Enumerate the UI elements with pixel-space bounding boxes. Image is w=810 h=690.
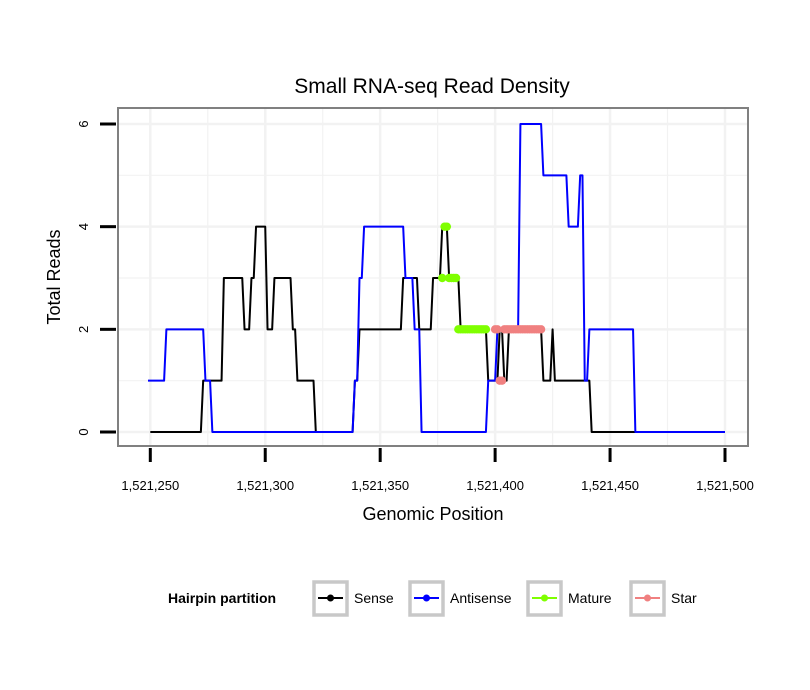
legend-item-sense: Sense [312, 580, 394, 617]
x-tick-label: 1,521,450 [581, 478, 639, 493]
x-tick-label: 1,521,500 [696, 478, 754, 493]
legend-item-mature: Mature [526, 580, 612, 617]
legend: Hairpin partition Sense Antisense Mature St… [168, 580, 697, 617]
series-line-sense [150, 225, 725, 433]
legend-item-antisense: Antisense [408, 580, 512, 617]
x-axis-title: Genomic Position [362, 504, 503, 524]
x-tick-label: 1,521,350 [351, 478, 409, 493]
legend-title: Hairpin partition [168, 590, 276, 606]
plot-border [117, 107, 749, 447]
x-tick-label: 1,521,300 [236, 478, 294, 493]
legend-label-antisense: Antisense [450, 590, 512, 606]
data-point-mature [451, 273, 461, 283]
chart-title: Small RNA-seq Read Density [294, 75, 570, 98]
legend-item-star: Star [629, 580, 697, 617]
legend-key-dot [327, 594, 334, 602]
y-tick-label: 2 [76, 326, 91, 333]
series-points-star [490, 325, 546, 385]
x-axis-ticks: 1,521,250 1,521,300 1,521,350 1,521,400 1,52… [121, 448, 754, 493]
series-line-antisense [148, 123, 725, 433]
grid [118, 108, 748, 446]
x-tick-label: 1,521,400 [466, 478, 524, 493]
data-point-star [497, 376, 507, 385]
legend-label-star: Star [671, 590, 697, 606]
y-tick-label: 6 [76, 120, 91, 127]
x-tick-label: 1,521,250 [121, 478, 179, 493]
data-point-mature [442, 222, 452, 231]
data-point-star [536, 325, 546, 334]
legend-key-dot [541, 594, 548, 602]
legend-key-dot [423, 594, 430, 602]
y-tick-label: 4 [76, 223, 91, 230]
plot-area [148, 123, 725, 433]
y-axis-title: Total Reads [44, 229, 64, 324]
legend-label-mature: Mature [568, 590, 612, 606]
legend-key-dot [644, 594, 651, 602]
data-point-mature [481, 325, 491, 334]
data-point-star [493, 325, 502, 334]
legend-label-sense: Sense [354, 590, 394, 606]
y-tick-label: 0 [76, 428, 91, 435]
series-points-mature [438, 222, 491, 334]
y-axis-ticks: 0 2 4 6 [76, 120, 116, 436]
data-point-mature [438, 273, 447, 283]
